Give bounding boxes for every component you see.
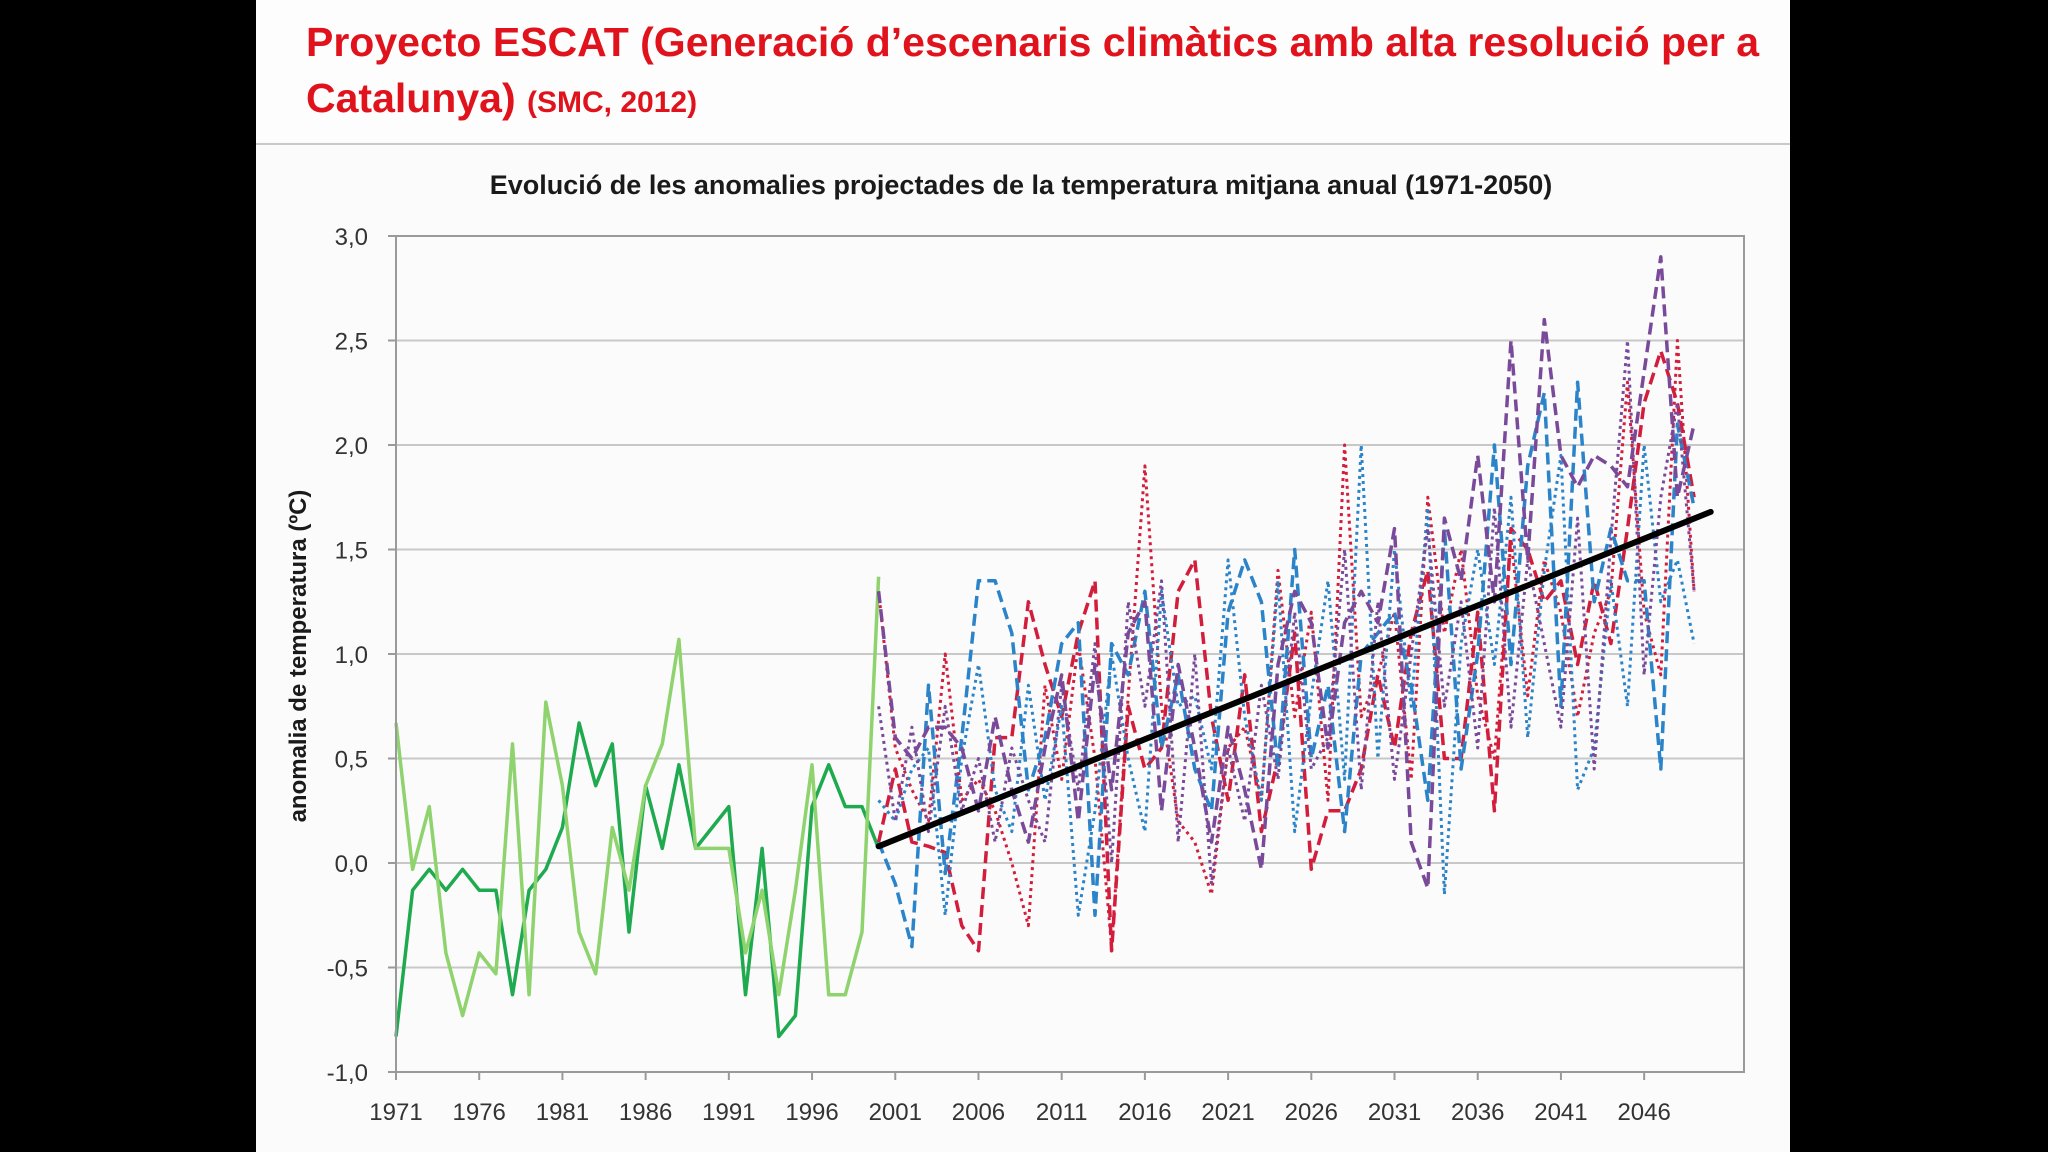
y-tick-label: 3,0 [335, 224, 368, 251]
x-tick-labels: 1971 1976 1981 1986 1991 1996 2001 2006 2011 2016… [369, 1099, 1671, 1126]
chart-title: Evolució de les anomalies projectades de… [490, 170, 1552, 200]
x-tick-label: 1996 [785, 1099, 838, 1126]
x-tick-label: 1981 [536, 1099, 589, 1126]
x-tick-label: 2036 [1451, 1099, 1504, 1126]
x-tick-label: 2006 [952, 1099, 1005, 1126]
chart-gridlines [388, 235, 1744, 1080]
slide-title-source: (SMC, 2012) [527, 86, 698, 119]
series-line-2 [394, 576, 881, 1018]
series-line-1 [394, 721, 881, 1039]
series-line-9 [875, 508, 1714, 850]
slide-title-main: Proyecto ESCAT (Generació d’escenaris cl… [306, 19, 1760, 121]
y-tick-label: 2,0 [335, 433, 368, 460]
series-line-6 [877, 443, 1696, 917]
y-tick-label: -1,0 [327, 1060, 368, 1087]
x-tick-label: 2016 [1118, 1099, 1171, 1126]
y-tick-label: -0,5 [327, 956, 368, 983]
series-line-4 [877, 339, 1696, 949]
x-tick-label: 2011 [1036, 1099, 1088, 1126]
y-tick-label: 1,0 [335, 642, 368, 669]
x-tick-label: 2001 [869, 1099, 922, 1126]
x-tick-label: 1986 [619, 1099, 672, 1126]
temperature-anomaly-chart: Evolució de les anomalies projectades de… [285, 170, 1745, 1126]
series-line-3 [876, 349, 1696, 953]
y-tick-label: 0,0 [335, 851, 368, 878]
series-line-7 [876, 255, 1696, 890]
plot-frame [395, 235, 1745, 1073]
x-tick-label: 1976 [453, 1099, 506, 1126]
y-tick-label: 0,5 [335, 747, 368, 774]
x-tick-label: 2046 [1617, 1099, 1670, 1126]
series-line-5 [876, 380, 1696, 949]
series-line-8 [877, 339, 1696, 886]
x-tick-label: 1991 [702, 1099, 755, 1126]
x-tick-label: 2026 [1285, 1099, 1338, 1126]
chart-series [394, 255, 1714, 1039]
x-tick-label: 2031 [1368, 1099, 1421, 1126]
header-divider [256, 143, 1790, 145]
slide: Proyecto ESCAT (Generació d’escenaris cl… [256, 0, 1790, 1152]
y-tick-label: 2,5 [335, 329, 368, 356]
x-tick-label: 2021 [1201, 1099, 1254, 1126]
slide-title: Proyecto ESCAT (Generació d’escenaris cl… [306, 14, 1766, 131]
x-tick-label: 2041 [1534, 1099, 1587, 1126]
y-axis-label: anomalia de temperatura (ºC) [285, 490, 312, 823]
y-tick-labels: -1,0 -0,5 0,0 0,5 1,0 1,5 2,0 2,5 3,0 [327, 224, 368, 1087]
y-tick-label: 1,5 [335, 538, 368, 565]
slide-header: Proyecto ESCAT (Generació d’escenaris cl… [256, 0, 1790, 142]
x-tick-label: 1971 [369, 1099, 422, 1126]
